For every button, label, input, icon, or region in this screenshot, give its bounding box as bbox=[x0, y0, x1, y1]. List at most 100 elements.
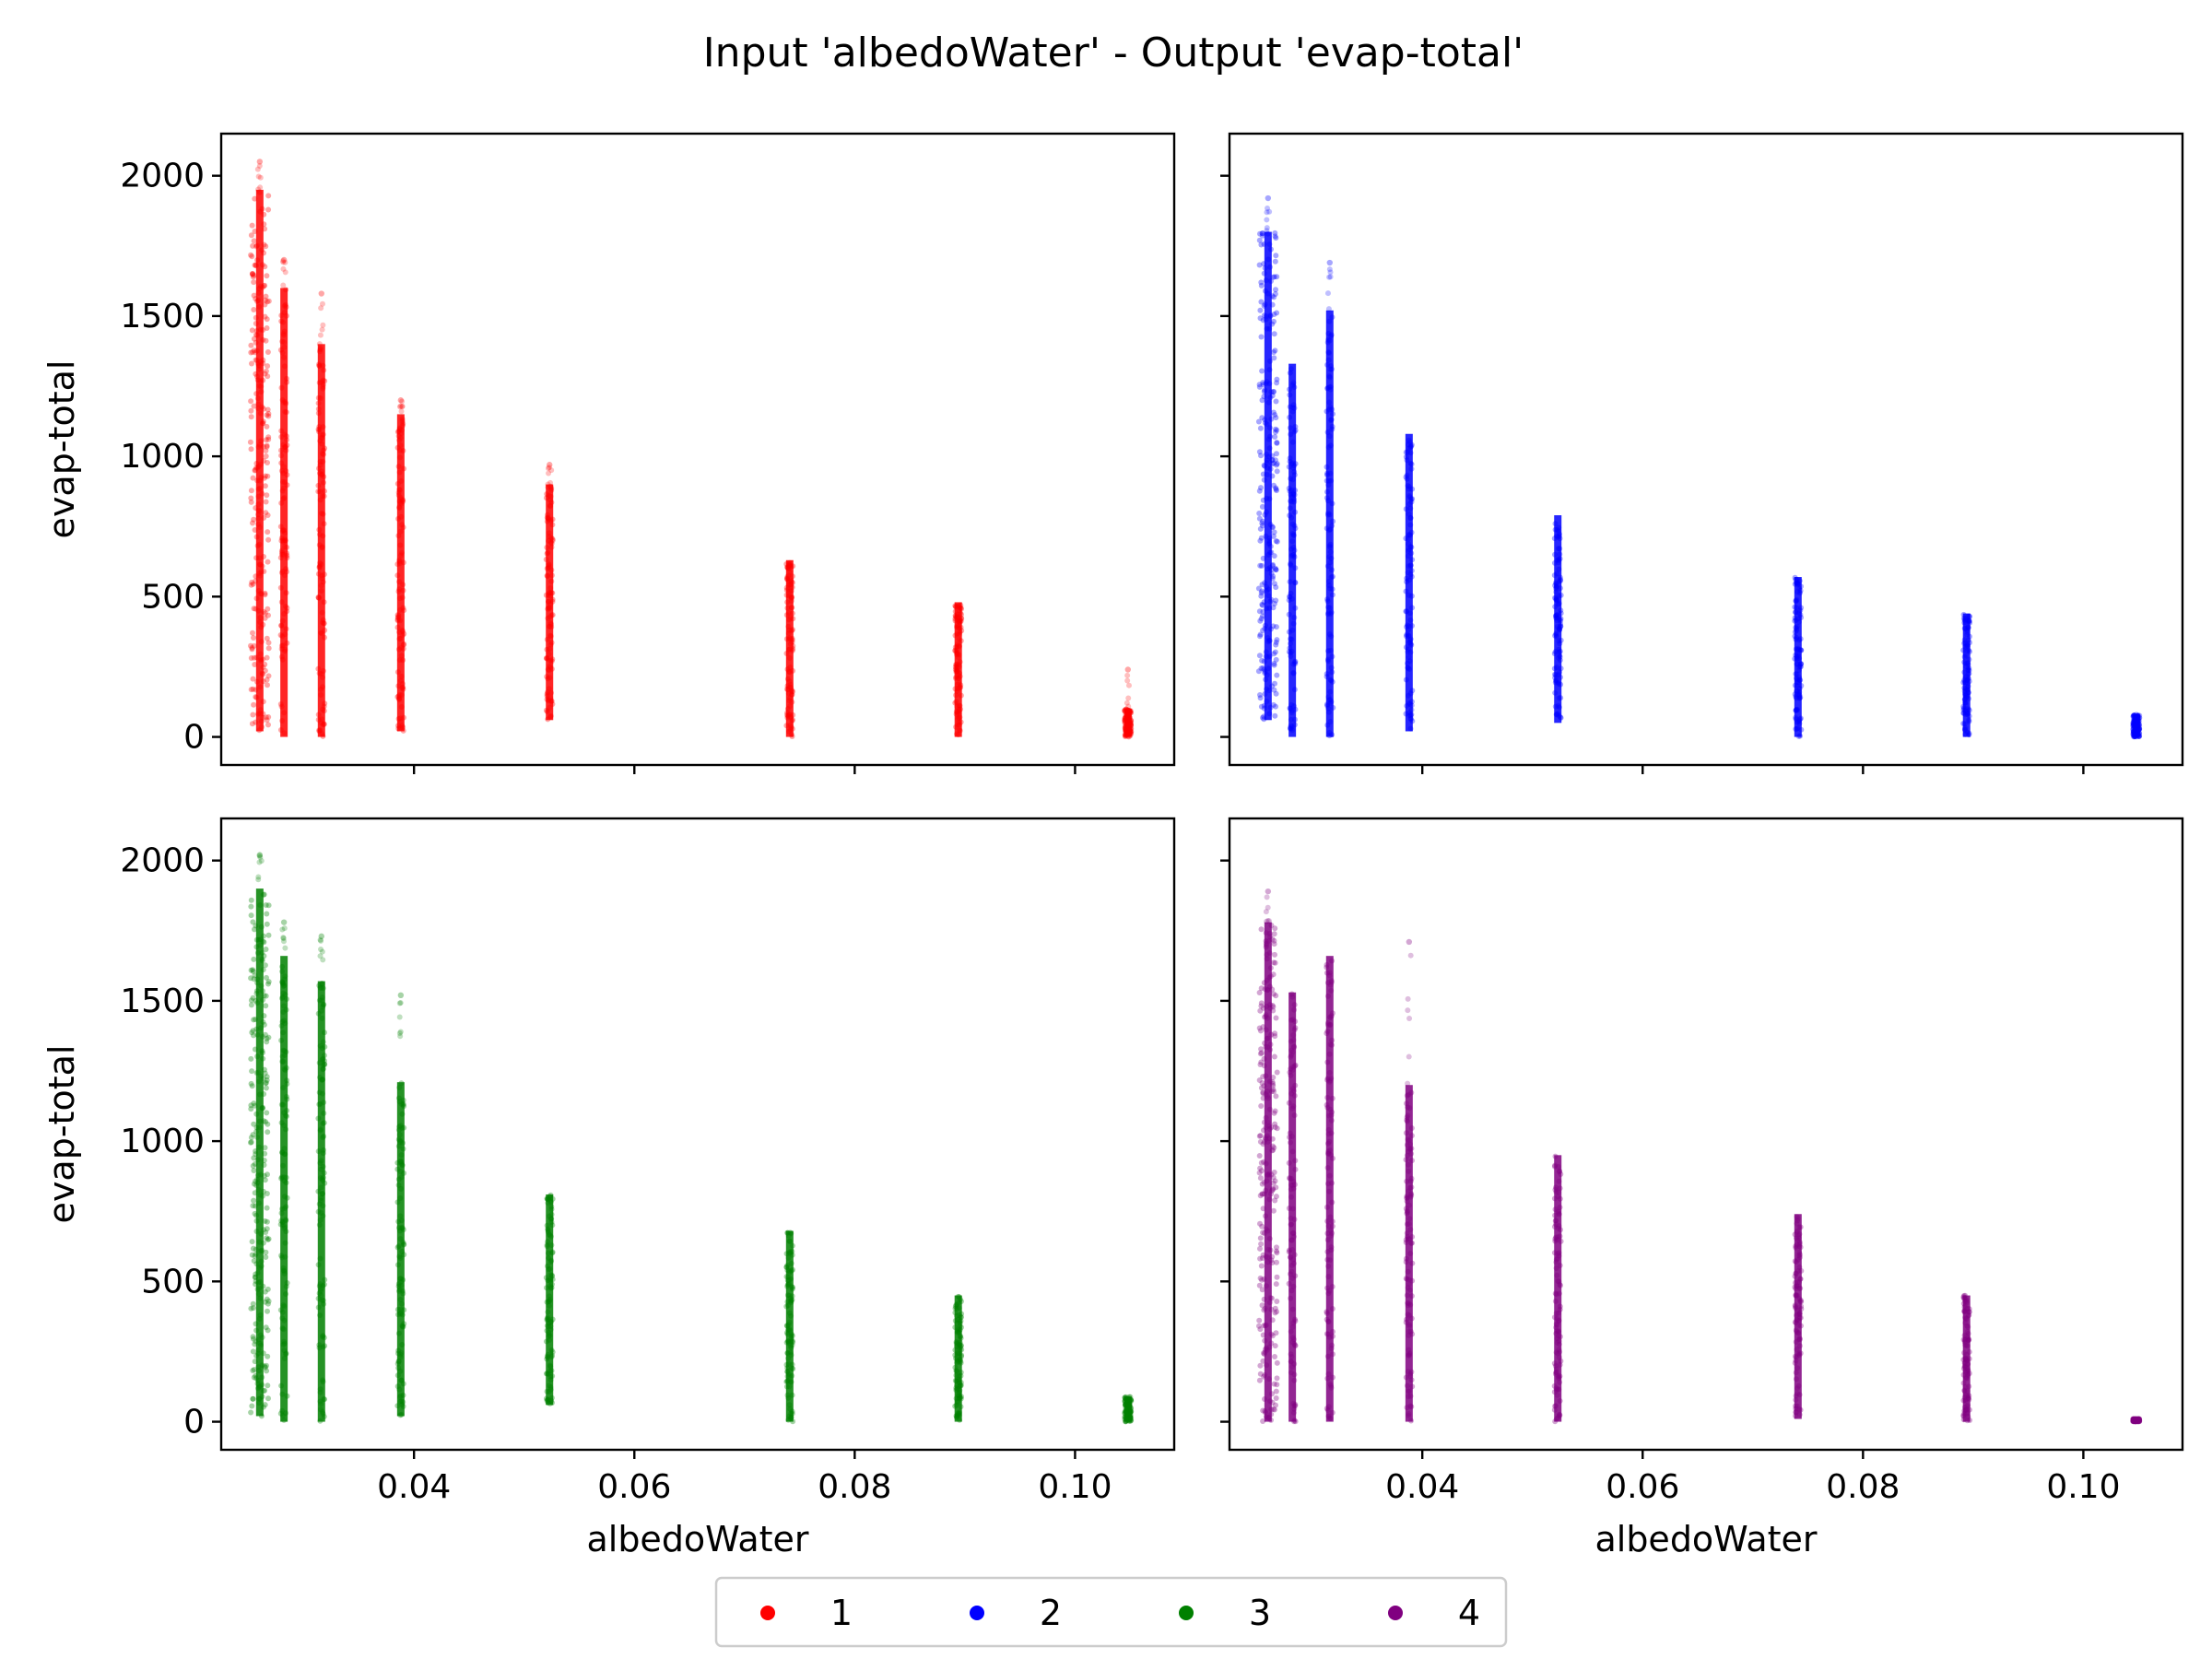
scatter-point bbox=[1557, 1281, 1563, 1288]
scatter-point bbox=[545, 1396, 551, 1403]
scatter-point bbox=[259, 262, 265, 268]
scatter-point bbox=[1964, 1343, 1971, 1349]
scatter-point bbox=[256, 508, 263, 514]
scatter-point bbox=[262, 590, 268, 596]
scatter-point bbox=[1269, 1391, 1275, 1397]
scatter-point bbox=[1406, 654, 1412, 660]
scatter-point bbox=[955, 624, 961, 630]
scatter-point-outlier bbox=[280, 256, 288, 264]
scatter-point bbox=[1407, 641, 1414, 647]
scatter-point bbox=[1291, 491, 1298, 498]
scatter-point bbox=[2135, 728, 2141, 735]
scatter-point bbox=[1288, 641, 1293, 647]
scatter-point bbox=[396, 425, 403, 431]
scatter-point bbox=[1273, 567, 1279, 573]
scatter-point bbox=[956, 652, 962, 658]
scatter-point bbox=[317, 531, 323, 537]
scatter-point bbox=[1961, 659, 1968, 665]
scatter-point bbox=[1329, 958, 1335, 964]
scatter-point bbox=[320, 1213, 326, 1219]
scatter-point bbox=[1267, 522, 1274, 528]
scatter-point bbox=[549, 598, 556, 605]
scatter-point bbox=[1127, 708, 1134, 714]
scatter-point bbox=[317, 563, 323, 569]
scatter-point bbox=[1797, 1406, 1804, 1413]
scatter-point bbox=[786, 1383, 793, 1390]
scatter-point bbox=[1290, 1256, 1296, 1263]
scatter-point bbox=[1406, 541, 1412, 547]
scatter-point bbox=[1328, 332, 1335, 338]
scatter-point bbox=[252, 229, 258, 234]
scatter-point bbox=[1965, 667, 1971, 674]
scatter-point bbox=[249, 644, 255, 651]
scatter-point bbox=[1795, 733, 1802, 739]
scatter-point bbox=[1330, 1351, 1335, 1358]
scatter-point bbox=[1327, 697, 1334, 703]
scatter-point bbox=[1270, 409, 1277, 416]
scatter-point bbox=[1290, 533, 1297, 539]
scatter-point bbox=[545, 514, 551, 521]
scatter-point bbox=[549, 516, 556, 523]
subplot-grid: 0500100015002000evap-total05001000150020… bbox=[41, 132, 2184, 1559]
scatter-point bbox=[1265, 593, 1272, 599]
scatter-point bbox=[958, 1395, 964, 1402]
scatter-point bbox=[1793, 1327, 1799, 1334]
scatter-point bbox=[1292, 488, 1299, 493]
scatter-point bbox=[549, 1250, 556, 1256]
scatter-point bbox=[255, 507, 262, 513]
scatter-point bbox=[253, 1278, 259, 1284]
scatter-point bbox=[1328, 1346, 1335, 1351]
scatter-point bbox=[1291, 1063, 1298, 1069]
scatter-point bbox=[956, 675, 962, 681]
scatter-point bbox=[786, 578, 793, 584]
scatter-point bbox=[952, 647, 959, 653]
scatter-point bbox=[1966, 730, 1972, 736]
scatter-column bbox=[1324, 259, 1336, 739]
scatter-point bbox=[397, 1169, 404, 1175]
scatter-point bbox=[400, 1399, 406, 1406]
scatter-point bbox=[1292, 1316, 1298, 1323]
scatter-point bbox=[1796, 688, 1803, 695]
scatter-point bbox=[1556, 578, 1562, 584]
scatter-point bbox=[786, 636, 793, 642]
scatter-point bbox=[1259, 601, 1265, 607]
scatter-point bbox=[789, 635, 795, 641]
scatter-point bbox=[1962, 679, 1969, 686]
scatter-point bbox=[1288, 708, 1295, 713]
scatter-point bbox=[319, 451, 325, 457]
scatter-point bbox=[253, 243, 259, 250]
scatter-point bbox=[545, 716, 551, 723]
scatter-point bbox=[319, 1408, 325, 1415]
scatter-point bbox=[957, 1347, 963, 1353]
scatter-point bbox=[1274, 1248, 1279, 1254]
scatter-point bbox=[1122, 717, 1128, 724]
scatter-column bbox=[315, 290, 328, 739]
scatter-point bbox=[1406, 1388, 1413, 1394]
scatter-point bbox=[1264, 672, 1270, 678]
scatter-point bbox=[257, 461, 264, 467]
scatter-point bbox=[953, 1387, 959, 1394]
scatter-point bbox=[1794, 576, 1800, 582]
scatter-point bbox=[1265, 1172, 1271, 1179]
scatter-point bbox=[1406, 637, 1413, 643]
scatter-point bbox=[1327, 700, 1334, 707]
scatter-point bbox=[265, 932, 272, 938]
scatter-point bbox=[282, 269, 288, 276]
scatter-point bbox=[1961, 653, 1968, 660]
scatter-point bbox=[547, 502, 553, 509]
scatter-point bbox=[1291, 659, 1298, 665]
scatter-point bbox=[1556, 1347, 1562, 1353]
scatter-point bbox=[1327, 366, 1334, 372]
scatter-point bbox=[1405, 483, 1411, 488]
scatter-point bbox=[1257, 695, 1264, 701]
scatter-point bbox=[396, 636, 403, 642]
scatter-point bbox=[248, 446, 254, 453]
scatter-point bbox=[1794, 679, 1800, 686]
scatter-point bbox=[1793, 617, 1799, 623]
scatter-point bbox=[280, 496, 287, 502]
scatter-point bbox=[1124, 730, 1130, 736]
scatter-point bbox=[1288, 1038, 1294, 1044]
scatter-point bbox=[1558, 714, 1563, 721]
scatter-point bbox=[251, 238, 257, 244]
